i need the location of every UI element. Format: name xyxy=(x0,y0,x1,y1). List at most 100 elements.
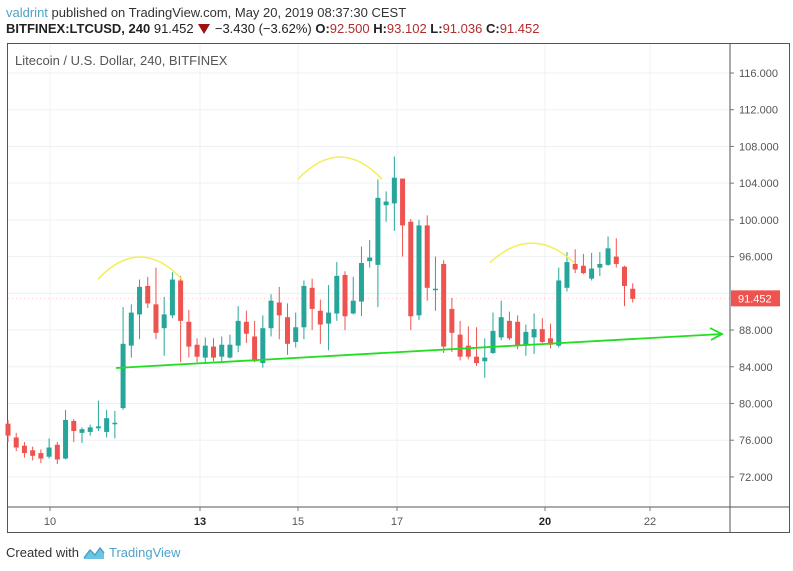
candle-body xyxy=(120,343,126,409)
candle-body xyxy=(367,257,373,262)
last-price: 91.452 xyxy=(153,21,194,36)
candle-body xyxy=(564,262,570,288)
candle-body xyxy=(202,345,208,358)
shoulder-arc-annotation xyxy=(489,242,575,264)
y-tick-label: 88.000 xyxy=(739,325,773,337)
candle-body xyxy=(572,263,578,270)
y-tick-label: 96.000 xyxy=(739,252,773,264)
candle-body xyxy=(211,346,216,358)
candle-body xyxy=(630,288,636,299)
open-label: O: xyxy=(315,21,330,36)
current-price-badge xyxy=(731,290,780,307)
candle-body xyxy=(95,426,101,429)
candle-body xyxy=(227,344,233,358)
candle-body xyxy=(441,263,447,347)
candle-body xyxy=(301,285,307,328)
candle-body xyxy=(350,300,356,314)
author-link[interactable]: valdrint xyxy=(6,5,48,20)
current-price-label: 91.452 xyxy=(738,293,772,305)
low-value: 91.036 xyxy=(442,21,483,36)
candle-body xyxy=(449,308,455,333)
candle-body xyxy=(326,312,332,324)
y-tick-label: 100.000 xyxy=(739,215,779,227)
close-label: C: xyxy=(485,21,500,36)
y-tick-label: 84.000 xyxy=(739,362,773,374)
tradingview-link[interactable]: TradingView xyxy=(108,545,181,560)
candle-body xyxy=(515,321,521,346)
candle-body xyxy=(112,422,118,425)
candle-body xyxy=(474,356,480,364)
tradingview-logo-icon xyxy=(83,546,105,559)
candle-body xyxy=(46,447,52,457)
candle-body xyxy=(597,263,603,268)
candle-body xyxy=(235,320,241,346)
candle-body xyxy=(276,302,282,316)
candle-body xyxy=(54,444,60,460)
high-value: 93.102 xyxy=(386,21,427,36)
candle-body xyxy=(284,317,290,344)
candle-body xyxy=(5,423,11,436)
created-with-text: Created with xyxy=(6,545,79,560)
candle-body xyxy=(539,329,545,342)
shoulder-arc-annotation xyxy=(97,256,183,280)
candle-body xyxy=(317,310,323,325)
y-tick-label: 80.000 xyxy=(739,398,773,410)
close-value: 91.452 xyxy=(499,21,540,36)
x-tick-label: 17 xyxy=(391,516,403,528)
price-change: −3.430 (−3.62%) xyxy=(214,21,312,36)
publish-line: valdrint published on TradingView.com, M… xyxy=(6,5,406,20)
candle-body xyxy=(219,344,225,357)
candle-body xyxy=(63,420,69,459)
candle-body xyxy=(128,312,134,346)
candle-body xyxy=(482,357,488,362)
candle-body xyxy=(556,280,562,346)
down-triangle-icon xyxy=(198,24,211,34)
footer: Created with TradingView xyxy=(6,545,181,560)
candle-body xyxy=(104,418,110,432)
x-tick-label: 13 xyxy=(194,516,206,528)
y-tick-label: 116.000 xyxy=(739,68,778,80)
low-label: L: xyxy=(430,21,443,36)
candle-body xyxy=(243,321,249,334)
x-tick-label: 22 xyxy=(644,516,656,528)
candle-body xyxy=(145,285,151,304)
chart-title: Litecoin / U.S. Dollar, 240, BITFINEX xyxy=(15,53,228,68)
symbol-label: BITFINEX:LTCUSD, 240 xyxy=(6,21,151,36)
candle-body xyxy=(490,330,496,353)
candle-body xyxy=(548,338,554,345)
candle-body xyxy=(38,453,44,459)
trendline-annotation[interactable] xyxy=(115,333,723,369)
candle-body xyxy=(432,288,438,291)
candle-body xyxy=(169,279,175,316)
y-tick-label: 72.000 xyxy=(739,472,773,484)
candle-body xyxy=(424,225,430,288)
arrow-head-icon xyxy=(709,327,724,341)
candle-body xyxy=(21,445,27,454)
candle-body xyxy=(375,197,381,265)
candle-body xyxy=(408,221,414,317)
high-label: H: xyxy=(373,21,387,36)
chart-frame xyxy=(7,43,790,533)
candle-body xyxy=(71,420,77,432)
candle-body xyxy=(153,304,159,333)
candle-body xyxy=(498,317,504,338)
x-tick-label: 15 xyxy=(292,516,304,528)
candle-body xyxy=(268,300,274,329)
candle-body xyxy=(465,345,471,357)
x-tick-label: 10 xyxy=(44,516,56,528)
candle-body xyxy=(79,429,85,433)
candle-body xyxy=(137,286,143,315)
candle-body xyxy=(293,327,299,342)
candle-body xyxy=(194,344,200,357)
candle-body xyxy=(523,331,529,346)
candle-body xyxy=(416,225,422,316)
candle-body xyxy=(87,427,93,432)
candle-body xyxy=(342,274,348,317)
candle-body xyxy=(391,177,397,204)
candle-body xyxy=(400,178,406,226)
candle-body xyxy=(622,266,627,286)
y-tick-label: 108.000 xyxy=(739,141,779,153)
candle-body xyxy=(580,265,586,274)
candle-body xyxy=(334,275,340,314)
